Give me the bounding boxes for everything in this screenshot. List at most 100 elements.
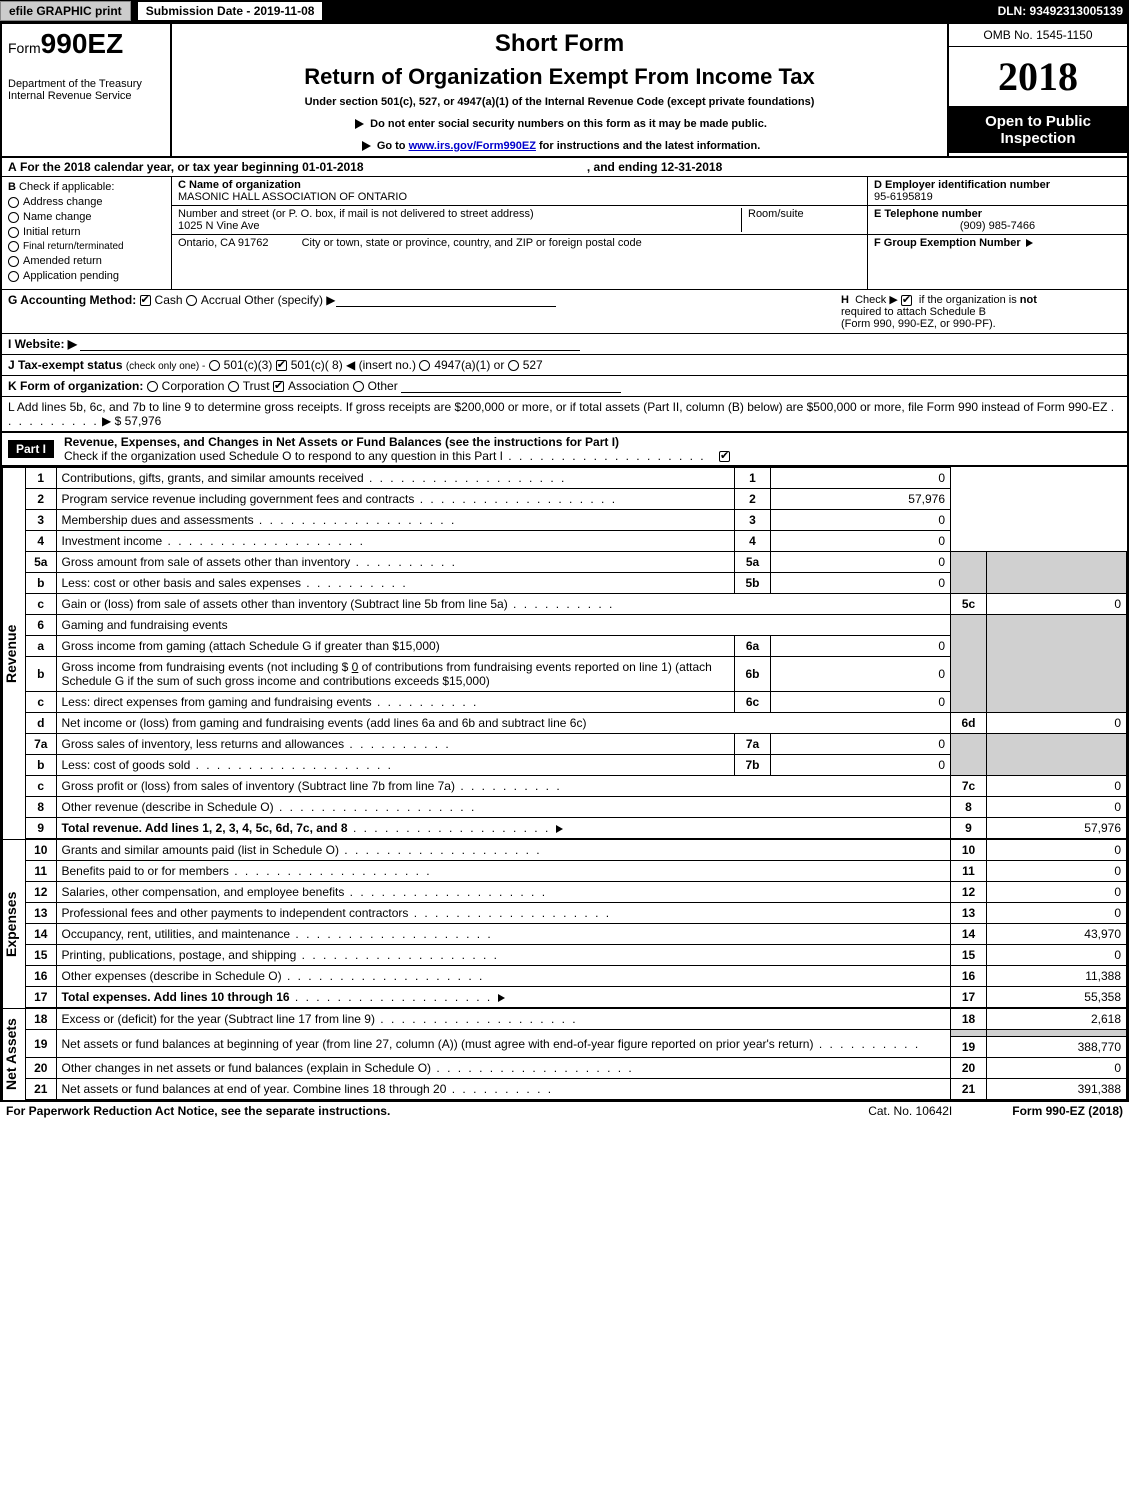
dept-line2: Internal Revenue Service bbox=[8, 90, 164, 102]
line-desc: Excess or (deficit) for the year (Subtra… bbox=[56, 1009, 951, 1030]
line-l: L Add lines 5b, 6c, and 7b to line 9 to … bbox=[2, 397, 1127, 433]
table-row: 7aGross sales of inventory, less returns… bbox=[26, 734, 1127, 755]
cash-checkbox[interactable] bbox=[140, 295, 151, 306]
cb-label: Address change bbox=[23, 196, 103, 208]
arrow2-pre: Go to bbox=[377, 140, 409, 152]
part1-checkbox[interactable] bbox=[719, 451, 730, 462]
cb-label: Name change bbox=[23, 211, 92, 223]
j-opt2-checkbox[interactable] bbox=[276, 360, 287, 371]
cb-final-return[interactable]: Final return/terminated bbox=[8, 241, 165, 252]
line-col: 6d bbox=[951, 713, 987, 734]
open-to-public: Open to Public Inspection bbox=[949, 107, 1127, 153]
dots bbox=[414, 492, 617, 506]
line-desc: Total revenue. Add lines 1, 2, 3, 4, 5c,… bbox=[56, 818, 951, 839]
desc-text: Gross amount from sale of assets other t… bbox=[62, 555, 351, 569]
table-row: cGross profit or (loss) from sales of in… bbox=[26, 776, 1127, 797]
l-text: L Add lines 5b, 6c, and 7b to line 9 to … bbox=[8, 400, 1107, 414]
dots bbox=[254, 513, 457, 527]
irs-link[interactable]: www.irs.gov/Form990EZ bbox=[409, 140, 536, 152]
line-desc: Professional fees and other payments to … bbox=[56, 903, 951, 924]
table-row: dNet income or (loss) from gaming and fu… bbox=[26, 713, 1127, 734]
j-opt3-radio[interactable] bbox=[419, 360, 430, 371]
line-val: 0 bbox=[771, 510, 951, 531]
arrow-icon bbox=[362, 141, 371, 151]
open-line1: Open to Public bbox=[955, 113, 1121, 130]
cb-address-change[interactable]: Address change bbox=[8, 196, 165, 208]
line-val: 0 bbox=[987, 713, 1127, 734]
line-desc: Occupancy, rent, utilities, and maintena… bbox=[56, 924, 951, 945]
inner-val: 0 bbox=[771, 734, 951, 755]
form-header: Form990EZ Department of the Treasury Int… bbox=[2, 24, 1127, 158]
addr-value: 1025 N Vine Ave bbox=[178, 220, 741, 232]
line-desc: Gross profit or (loss) from sales of inv… bbox=[56, 776, 951, 797]
shade-cell bbox=[951, 1030, 987, 1037]
line-val: 57,976 bbox=[771, 489, 951, 510]
efile-print-button[interactable]: efile GRAPHIC print bbox=[0, 1, 131, 21]
website-field[interactable] bbox=[80, 339, 580, 351]
omb-number: OMB No. 1545-1150 bbox=[949, 24, 1127, 47]
line-num: 11 bbox=[26, 861, 56, 882]
dots bbox=[408, 906, 611, 920]
radio-icon bbox=[8, 241, 19, 252]
line-desc: Grants and similar amounts paid (list in… bbox=[56, 840, 951, 861]
h-checkbox[interactable] bbox=[901, 295, 912, 306]
dots bbox=[344, 885, 547, 899]
f-box: F Group Exemption Number bbox=[868, 235, 1127, 251]
k-corp-radio[interactable] bbox=[147, 381, 158, 392]
shade-cell bbox=[987, 734, 1127, 776]
short-form-title: Short Form bbox=[182, 30, 937, 58]
line-a-ending: , and ending 12-31-2018 bbox=[587, 160, 722, 174]
dots bbox=[503, 449, 706, 463]
accrual-radio[interactable] bbox=[186, 295, 197, 306]
h-not: not bbox=[1020, 294, 1037, 306]
section-b-left: B Check if applicable: Address change Na… bbox=[2, 177, 172, 289]
table-row: 16Other expenses (describe in Schedule O… bbox=[26, 966, 1127, 987]
desc-text: Net assets or fund balances at beginning… bbox=[62, 1037, 814, 1051]
table-row: 12Salaries, other compensation, and empl… bbox=[26, 882, 1127, 903]
city-label: City or town, state or province, country… bbox=[302, 237, 642, 249]
accrual-label: Accrual bbox=[201, 293, 241, 307]
arrow-line-2: Go to www.irs.gov/Form990EZ for instruct… bbox=[182, 140, 937, 152]
cb-application-pending[interactable]: Application pending bbox=[8, 270, 165, 282]
radio-icon bbox=[8, 212, 19, 223]
cb-label: Application pending bbox=[23, 270, 119, 282]
cb-initial-return[interactable]: Initial return bbox=[8, 226, 165, 238]
j-opt4-radio[interactable] bbox=[508, 360, 519, 371]
cb-name-change[interactable]: Name change bbox=[8, 211, 165, 223]
d-value: 95-6195819 bbox=[874, 191, 1121, 203]
c-label: C Name of organization bbox=[178, 179, 301, 191]
k-trust-radio[interactable] bbox=[228, 381, 239, 392]
section-b-mid: C Name of organization MASONIC HALL ASSO… bbox=[172, 177, 867, 289]
address-box: Number and street (or P. O. box, if mail… bbox=[172, 206, 867, 235]
other-specify-field[interactable] bbox=[336, 295, 556, 307]
top-bar: efile GRAPHIC print Submission Date - 20… bbox=[0, 0, 1129, 22]
desc-text: Membership dues and assessments bbox=[62, 513, 254, 527]
line-val: 0 bbox=[987, 797, 1127, 818]
dots bbox=[350, 555, 457, 569]
tax-year: 2018 bbox=[949, 47, 1127, 107]
j-small: (check only one) - bbox=[126, 361, 205, 372]
k-other-radio[interactable] bbox=[353, 381, 364, 392]
line-col: 21 bbox=[951, 1079, 987, 1100]
k-other-field[interactable] bbox=[401, 381, 621, 393]
dots bbox=[446, 1082, 553, 1096]
line-num: 7a bbox=[26, 734, 56, 755]
k-assoc-checkbox[interactable] bbox=[273, 381, 284, 392]
dots bbox=[162, 534, 365, 548]
table-row: 10Grants and similar amounts paid (list … bbox=[26, 840, 1127, 861]
line-val: 0 bbox=[987, 882, 1127, 903]
inner-line-col: 6c bbox=[735, 692, 771, 713]
j-opt1-radio[interactable] bbox=[209, 360, 220, 371]
line-val: 0 bbox=[987, 903, 1127, 924]
section-b: B Check if applicable: Address change Na… bbox=[2, 177, 1127, 290]
line-num: b bbox=[26, 657, 56, 692]
table-row: 5aGross amount from sale of assets other… bbox=[26, 552, 1127, 573]
j-opt1: 501(c)(3) bbox=[224, 358, 273, 372]
line-val: 55,358 bbox=[987, 987, 1127, 1008]
header-mid: Short Form Return of Organization Exempt… bbox=[172, 24, 947, 156]
h-box: H Check ▶ if the organization is not req… bbox=[841, 293, 1121, 330]
line-col: 5c bbox=[951, 594, 987, 615]
inner-val: 0 bbox=[771, 755, 951, 776]
cb-amended-return[interactable]: Amended return bbox=[8, 255, 165, 267]
desc-text: Professional fees and other payments to … bbox=[62, 906, 409, 920]
